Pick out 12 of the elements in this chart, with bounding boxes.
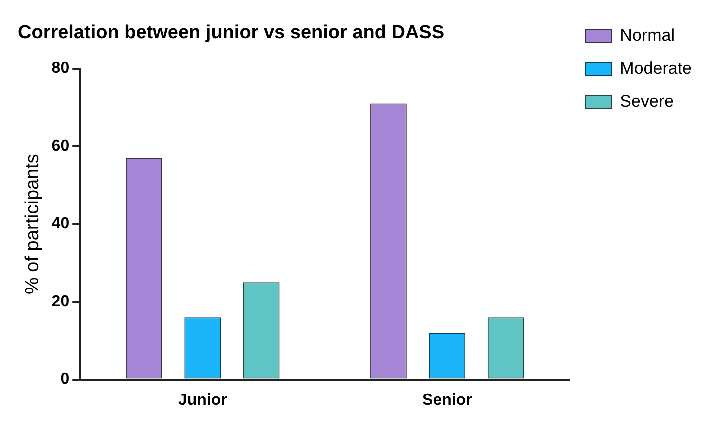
y-tick-label: 60	[52, 138, 70, 155]
y-axis-title: % of participants	[22, 154, 44, 295]
legend-label: Normal	[620, 26, 675, 46]
y-tick-label: 0	[60, 371, 70, 388]
x-tick-label: Senior	[422, 392, 472, 409]
y-tick-label: 80	[52, 60, 70, 78]
chart-title: Correlation between junior vs senior and DASS	[18, 22, 445, 44]
legend-label: Severe	[620, 92, 674, 112]
y-tick-label: 40	[52, 216, 70, 233]
y-tick-label: 20	[52, 293, 70, 310]
x-tick-label: Junior	[178, 392, 228, 409]
legend-label: Moderate	[620, 59, 692, 78]
